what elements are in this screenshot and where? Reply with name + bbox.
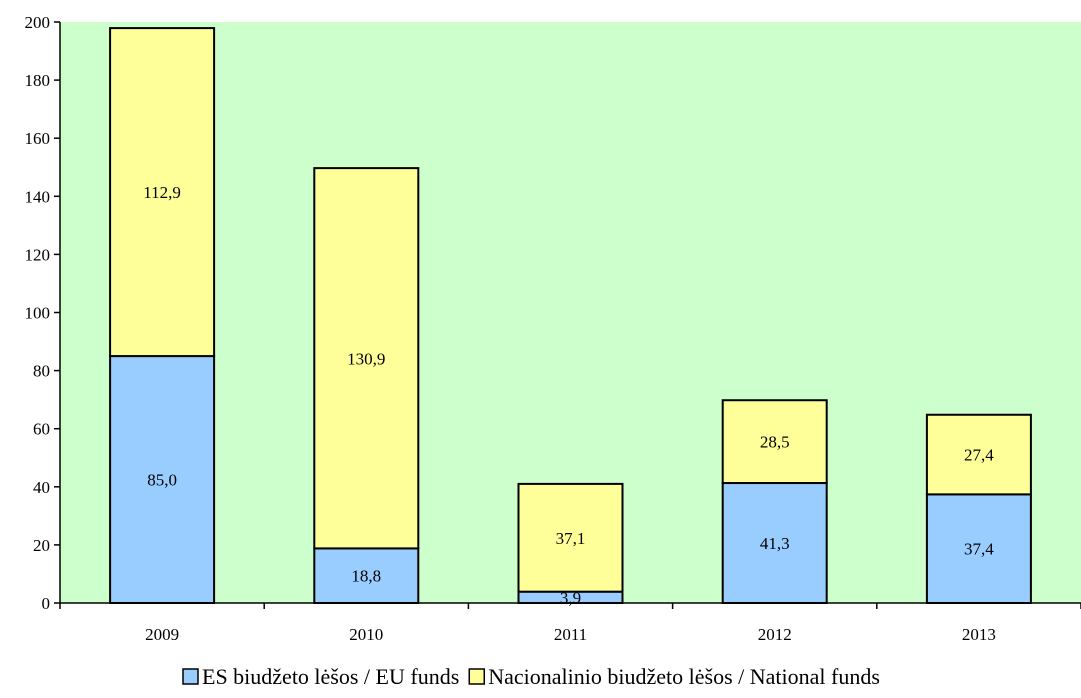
y-tick-label: 40 [33,478,50,497]
legend-label-national-funds: Nacionalinio biudžeto lėšos / National f… [488,664,880,689]
data-label-national-funds-2009: 112,9 [143,183,181,202]
data-label-eu-funds-2010: 18,8 [351,567,381,586]
data-label-eu-funds-2013: 37,4 [964,540,994,559]
y-tick-label: 100 [25,304,51,323]
y-tick-label: 200 [25,13,51,32]
y-tick-label: 80 [33,362,50,381]
x-tick-label: 2013 [962,625,996,644]
x-tick-label: 2012 [758,625,792,644]
data-label-national-funds-2013: 27,4 [964,446,994,465]
y-tick-label: 120 [25,245,51,264]
data-label-national-funds-2012: 28,5 [760,433,790,452]
data-label-eu-funds-2009: 85,0 [147,471,177,490]
x-tick-label: 2009 [145,625,179,644]
x-tick-label: 2010 [349,625,383,644]
y-tick-label: 0 [42,594,51,613]
data-label-national-funds-2010: 130,9 [347,349,385,368]
x-tick-label: 2011 [554,625,587,644]
legend-label-eu-funds: ES biudžeto lėšos / EU funds [202,664,459,689]
y-tick-label: 180 [25,71,51,90]
y-tick-label: 60 [33,420,50,439]
y-tick-label: 140 [25,187,51,206]
y-tick-label: 160 [25,129,51,148]
legend-swatch-eu-funds [183,669,198,684]
y-tick-label: 20 [33,536,50,555]
data-label-national-funds-2011: 37,1 [556,529,586,548]
legend-swatch-national-funds [469,669,484,684]
legend: ES biudžeto lėšos / EU funds Nacionalinio… [183,664,880,689]
data-label-eu-funds-2012: 41,3 [760,534,790,553]
